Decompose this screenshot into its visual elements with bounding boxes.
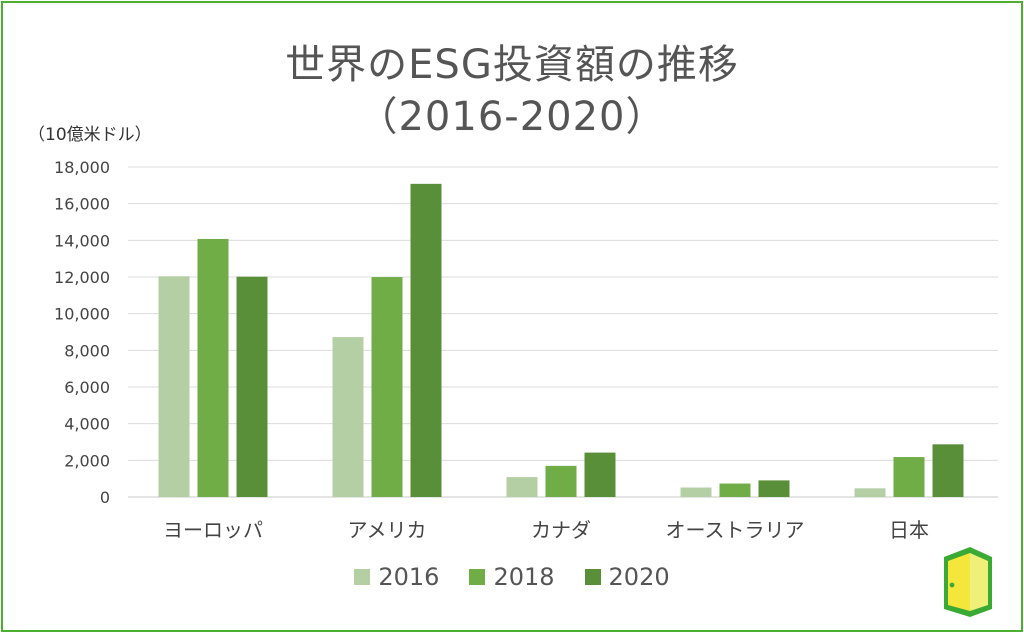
x-tick-label: カナダ bbox=[531, 518, 591, 542]
bar-2018-0 bbox=[197, 238, 229, 498]
legend-swatch bbox=[469, 569, 486, 585]
legend-swatch bbox=[354, 569, 371, 585]
bar-2018-1 bbox=[371, 277, 403, 497]
legend-item-2020: 2020 bbox=[584, 563, 670, 591]
bar-2016-1 bbox=[332, 337, 364, 497]
legend-item-2018: 2018 bbox=[469, 563, 555, 591]
chart-title: 世界のESG投資額の推移 bbox=[285, 42, 739, 88]
legend-item-2016: 2016 bbox=[354, 563, 439, 591]
legend-label: 2016 bbox=[378, 563, 440, 591]
legend-label: 2018 bbox=[493, 563, 555, 591]
chart-subtitle: （2016-2020） bbox=[357, 94, 667, 140]
y-tick-label: 2,000 bbox=[64, 451, 110, 470]
bar-2020-0 bbox=[236, 276, 268, 497]
y-tick-label: 18,000 bbox=[54, 158, 110, 177]
bar-2018-2 bbox=[545, 465, 577, 497]
x-tick-label: 日本 bbox=[889, 518, 929, 542]
legend-label: 2020 bbox=[608, 563, 670, 591]
bar-2016-3 bbox=[680, 487, 712, 497]
y-tick-label: 6,000 bbox=[64, 378, 110, 397]
door-icon bbox=[944, 547, 992, 617]
bar-2020-4 bbox=[932, 444, 964, 497]
y-tick-label: 10,000 bbox=[54, 305, 110, 324]
y-axis-unit-label: （10億米ドル） bbox=[28, 125, 152, 145]
bar-2018-3 bbox=[719, 483, 751, 497]
bar-2020-3 bbox=[758, 480, 790, 497]
y-tick-label: 12,000 bbox=[54, 268, 110, 287]
legend: 2016 2018 2020 bbox=[0, 563, 1024, 591]
bar-2018-4 bbox=[893, 457, 925, 497]
y-tick-label: 0 bbox=[100, 488, 110, 507]
y-tick-label: 16,000 bbox=[54, 195, 110, 214]
legend-swatch bbox=[584, 569, 601, 585]
bar-2020-1 bbox=[410, 183, 442, 497]
x-tick-label: アメリカ bbox=[348, 518, 427, 542]
bar-2020-2 bbox=[584, 452, 616, 497]
y-tick-label: 4,000 bbox=[64, 415, 110, 434]
bar-2016-4 bbox=[854, 488, 886, 497]
x-tick-label: ヨーロッパ bbox=[163, 518, 263, 542]
y-tick-label: 14,000 bbox=[54, 231, 110, 250]
bar-2016-0 bbox=[158, 276, 190, 497]
x-tick-label: オーストラリア bbox=[666, 518, 805, 542]
y-tick-label: 8,000 bbox=[64, 341, 110, 360]
bar-2016-2 bbox=[506, 477, 538, 497]
